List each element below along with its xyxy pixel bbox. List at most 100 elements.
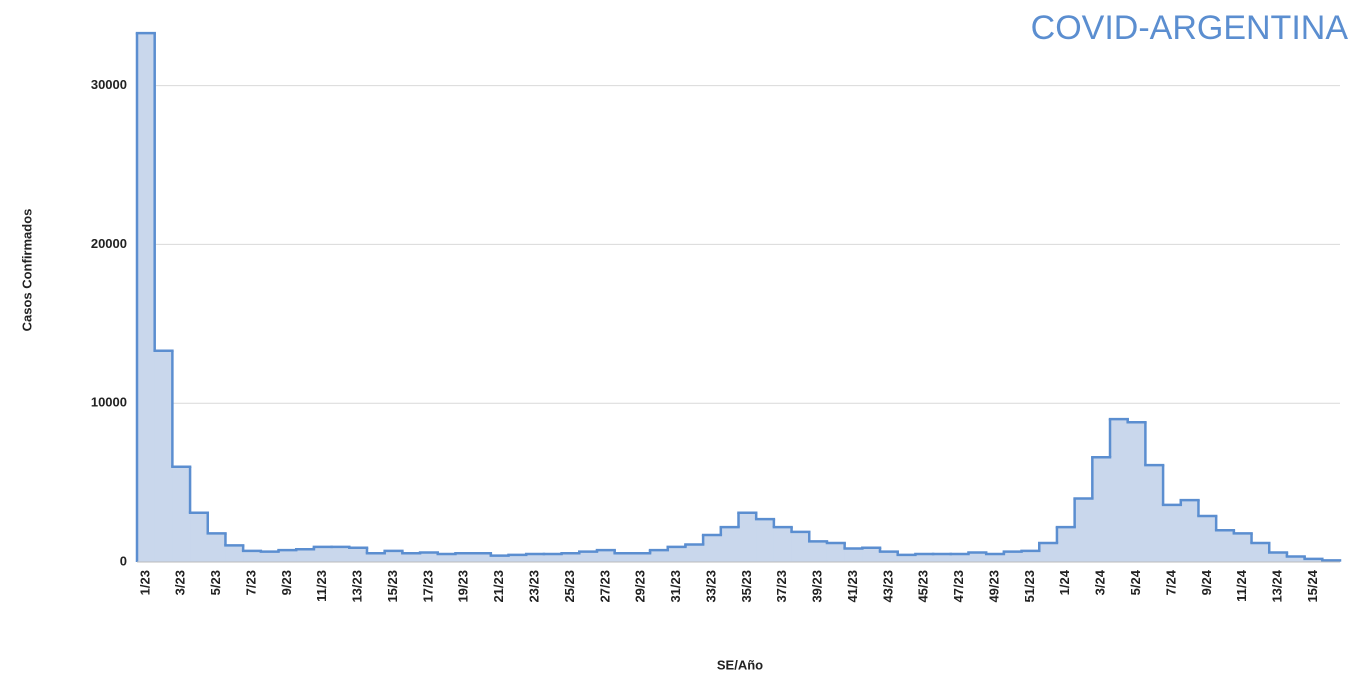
area-step	[773, 527, 793, 562]
x-tick-label: 13/24	[1270, 569, 1285, 602]
y-tick-label: 0	[120, 553, 127, 568]
x-tick-label: 47/23	[951, 570, 966, 603]
area-step	[366, 553, 386, 562]
y-tick-label: 30000	[91, 77, 127, 92]
x-tick-label: 7/23	[243, 570, 258, 595]
x-tick-label: 15/23	[385, 570, 400, 603]
x-tick-label: 1/24	[1057, 569, 1072, 595]
area-step	[190, 512, 209, 562]
area-step	[756, 519, 775, 562]
x-tick-label: 27/23	[597, 570, 612, 603]
x-tick-label: 35/23	[739, 570, 754, 603]
area-step	[950, 554, 969, 562]
area-step	[809, 541, 828, 562]
area-step	[862, 547, 881, 562]
area-step	[260, 551, 280, 562]
area-step	[1180, 500, 1199, 562]
area-step	[420, 552, 439, 562]
x-tick-label: 25/23	[562, 570, 577, 603]
x-tick-label: 23/23	[526, 570, 541, 603]
area-step	[384, 550, 403, 562]
area-step	[402, 553, 421, 562]
area-step	[579, 551, 598, 562]
area-step	[490, 555, 510, 562]
x-tick-label: 39/23	[810, 570, 825, 603]
area-step	[933, 554, 952, 562]
x-tick-label: 13/23	[350, 570, 365, 603]
area-step	[1251, 542, 1270, 562]
area-step	[207, 533, 226, 562]
area-step	[986, 554, 1005, 562]
x-tick-label: 29/23	[633, 570, 648, 603]
area-step	[614, 553, 633, 562]
area-step	[1092, 457, 1111, 562]
x-tick-label: 9/24	[1199, 569, 1214, 595]
x-tick-label: 3/23	[173, 570, 188, 595]
x-tick-label: 19/23	[456, 570, 471, 603]
area-step	[1216, 530, 1235, 562]
area-step	[225, 545, 244, 562]
area-step	[1163, 504, 1182, 562]
area-step	[880, 551, 899, 562]
x-tick-label: 15/24	[1305, 569, 1320, 602]
x-tick-label: 17/23	[420, 570, 435, 603]
area-step	[667, 546, 686, 562]
x-tick-label: 45/23	[916, 570, 931, 603]
area-step	[897, 554, 916, 562]
area-step	[703, 535, 722, 562]
area-step	[313, 546, 333, 562]
area-step	[650, 550, 669, 562]
x-tick-label: 49/23	[986, 570, 1001, 603]
y-tick-label: 10000	[91, 395, 127, 410]
area-step	[455, 553, 474, 562]
x-tick-label: 51/23	[1022, 570, 1037, 603]
area-step	[1021, 550, 1040, 562]
area-step	[791, 531, 810, 562]
x-tick-label: 5/23	[208, 570, 223, 595]
x-tick-label: 21/23	[491, 570, 506, 603]
area-step	[1304, 558, 1323, 562]
area-step	[720, 527, 739, 562]
x-tick-label: 5/24	[1128, 569, 1143, 595]
y-tick-label: 20000	[91, 236, 127, 251]
area-step	[632, 553, 651, 562]
x-tick-label: 7/24	[1163, 569, 1178, 595]
x-axis-label: SE/Año	[717, 657, 763, 672]
area-step	[844, 548, 863, 562]
area-step	[172, 466, 191, 562]
area-step	[137, 33, 156, 562]
x-tick-label: 33/23	[703, 570, 718, 603]
area-step	[915, 554, 934, 562]
area-step	[154, 350, 173, 562]
y-axis-label: Casos Confirmados	[19, 209, 34, 332]
x-tick-label: 37/23	[774, 570, 789, 603]
x-tick-label: 9/23	[279, 570, 294, 595]
x-tick-label: 31/23	[668, 570, 683, 603]
area-step	[1110, 419, 1129, 562]
area-step	[331, 546, 350, 562]
x-tick-label: 11/24	[1234, 569, 1249, 602]
area-step	[685, 544, 704, 562]
area-step	[1233, 533, 1253, 562]
chart-title: COVID-ARGENTINA	[1031, 9, 1349, 47]
area-step	[473, 553, 492, 562]
area-step	[1056, 527, 1076, 562]
x-tick-label: 43/23	[880, 570, 895, 603]
area-step	[738, 512, 757, 562]
area-step	[968, 552, 987, 562]
area-step	[1198, 515, 1217, 562]
area-step	[1074, 498, 1093, 562]
area-step	[278, 550, 297, 562]
area-step	[561, 553, 580, 562]
area-step	[526, 554, 545, 562]
x-tick-label: 3/24	[1093, 569, 1108, 595]
x-tick-label: 1/23	[137, 570, 152, 595]
area-step	[1127, 422, 1146, 562]
area-step	[349, 547, 368, 562]
area-step	[508, 554, 527, 562]
area-step	[543, 554, 563, 562]
area-step	[596, 550, 616, 562]
x-tick-label: 41/23	[845, 570, 860, 603]
area-step	[1003, 551, 1023, 562]
